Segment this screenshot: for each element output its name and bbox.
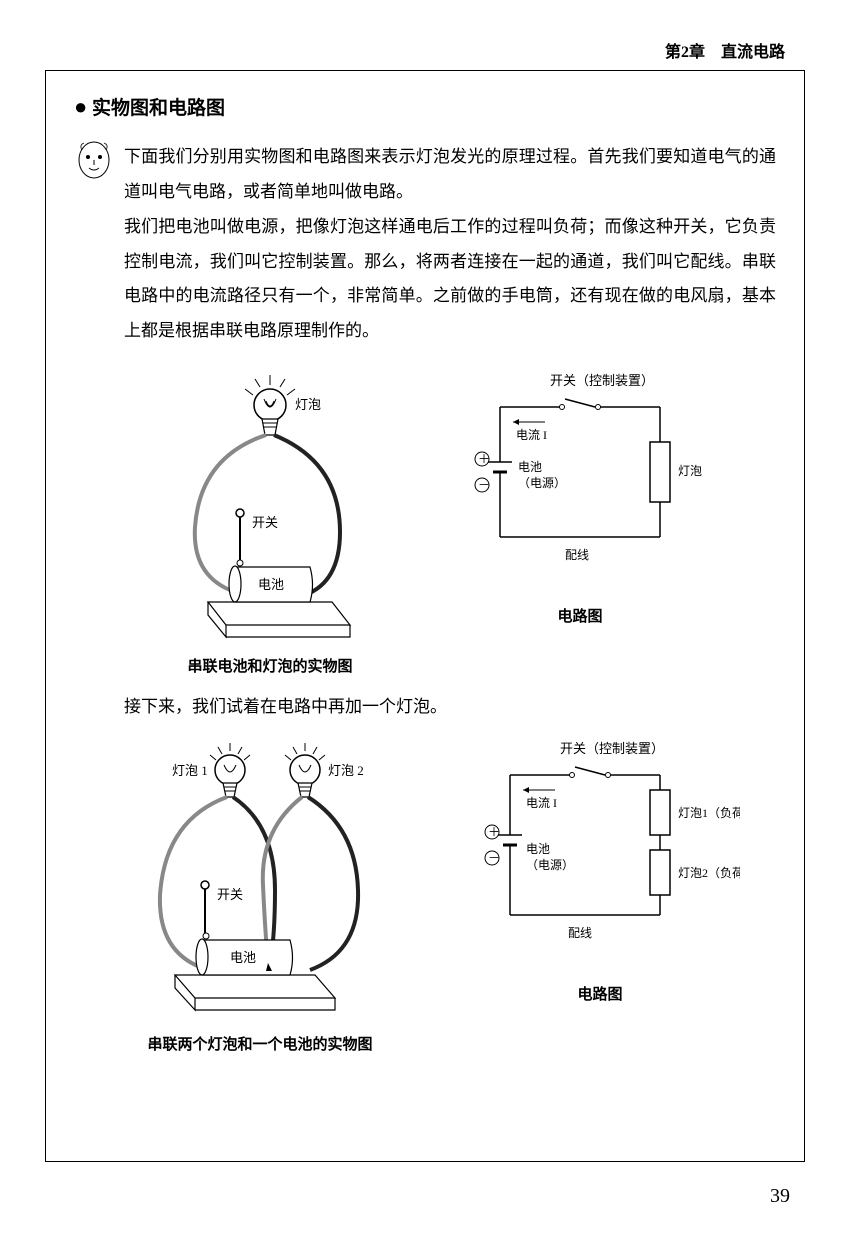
label-current-2: 电流 I [526, 796, 557, 810]
label-bulb2: 灯泡 2 [328, 763, 364, 778]
section-title: ● 实物图和电路图 [74, 93, 776, 120]
bullet-icon: ● [74, 94, 87, 119]
label-bulb1: 灯泡 1 [172, 763, 208, 778]
label-plus: ＋ [478, 452, 490, 466]
caption-fig1-right: 电路图 [557, 605, 602, 626]
physical-diagram-2: 灯泡 1 灯泡 2 开关 [110, 735, 410, 1054]
page-number: 39 [770, 1185, 790, 1208]
label-switch-device-2: 开关（控制装置） [560, 741, 664, 756]
label-minus: － [478, 478, 490, 492]
label-current: 电流 I [516, 428, 547, 442]
chapter-header: 第2章 直流电路 [665, 38, 785, 62]
label-battery: 电池 [258, 577, 284, 592]
caption-fig2-right: 电路图 [577, 983, 622, 1004]
figure-row-2: 灯泡 1 灯泡 2 开关 [74, 735, 776, 1054]
label-battery-src-2: （电源） [518, 476, 566, 490]
mid-sentence: 接下来，我们试着在电路中再加一个灯泡。 [124, 692, 776, 717]
paragraph-2: 我们把电池叫做电源，把像灯泡这样通电后工作的过程叫负荷；而像这种开关，它负责控制… [124, 210, 776, 349]
label-switch: 开关 [252, 515, 278, 530]
label-bulb-load: 灯泡（负荷） [678, 464, 710, 478]
label-plus-2: ＋ [488, 825, 500, 839]
character-icon [74, 140, 114, 210]
caption-fig2-left: 串联两个灯泡和一个电池的实物图 [147, 1033, 372, 1054]
label-bulb2-load: 灯泡2（负荷） [678, 866, 740, 880]
circuit-diagram-1: 开关（控制装置） 电流 I ＋ － 电池 [450, 367, 710, 676]
figure-row-1: 灯泡 开关 电池 串联电池和灯泡的实物图 开关（控制装置 [74, 367, 776, 676]
label-bulb1-load: 灯泡1（负荷） [678, 806, 740, 820]
label-battery-2: 电池 [230, 950, 256, 965]
label-battery-src-1: 电池 [518, 460, 542, 474]
section-title-text: 实物图和电路图 [92, 98, 225, 119]
label-minus-2: － [488, 851, 500, 865]
label-switch-2: 开关 [217, 887, 243, 902]
label-wiring-2: 配线 [568, 926, 592, 940]
label-battery-src2-1: 电池 [526, 842, 550, 856]
circuit-diagram-2: 开关（控制装置） 电流 I ＋ － 电池 （电源） [460, 735, 740, 1054]
caption-fig1-left: 串联电池和灯泡的实物图 [187, 655, 352, 676]
paragraph-1: 下面我们分别用实物图和电路图来表示灯泡发光的原理过程。首先我们要知道电气的通道叫… [124, 140, 776, 210]
label-wiring: 配线 [565, 548, 589, 562]
label-switch-device: 开关（控制装置） [550, 373, 654, 388]
label-bulb: 灯泡 [295, 397, 321, 412]
label-battery-src2-2: （电源） [526, 858, 574, 872]
content-frame: ● 实物图和电路图 下面我们分别用实物图和电路图来表示灯泡发光的原理过程。首先我… [45, 70, 805, 1162]
physical-diagram-1: 灯泡 开关 电池 串联电池和灯泡的实物图 [140, 367, 400, 676]
